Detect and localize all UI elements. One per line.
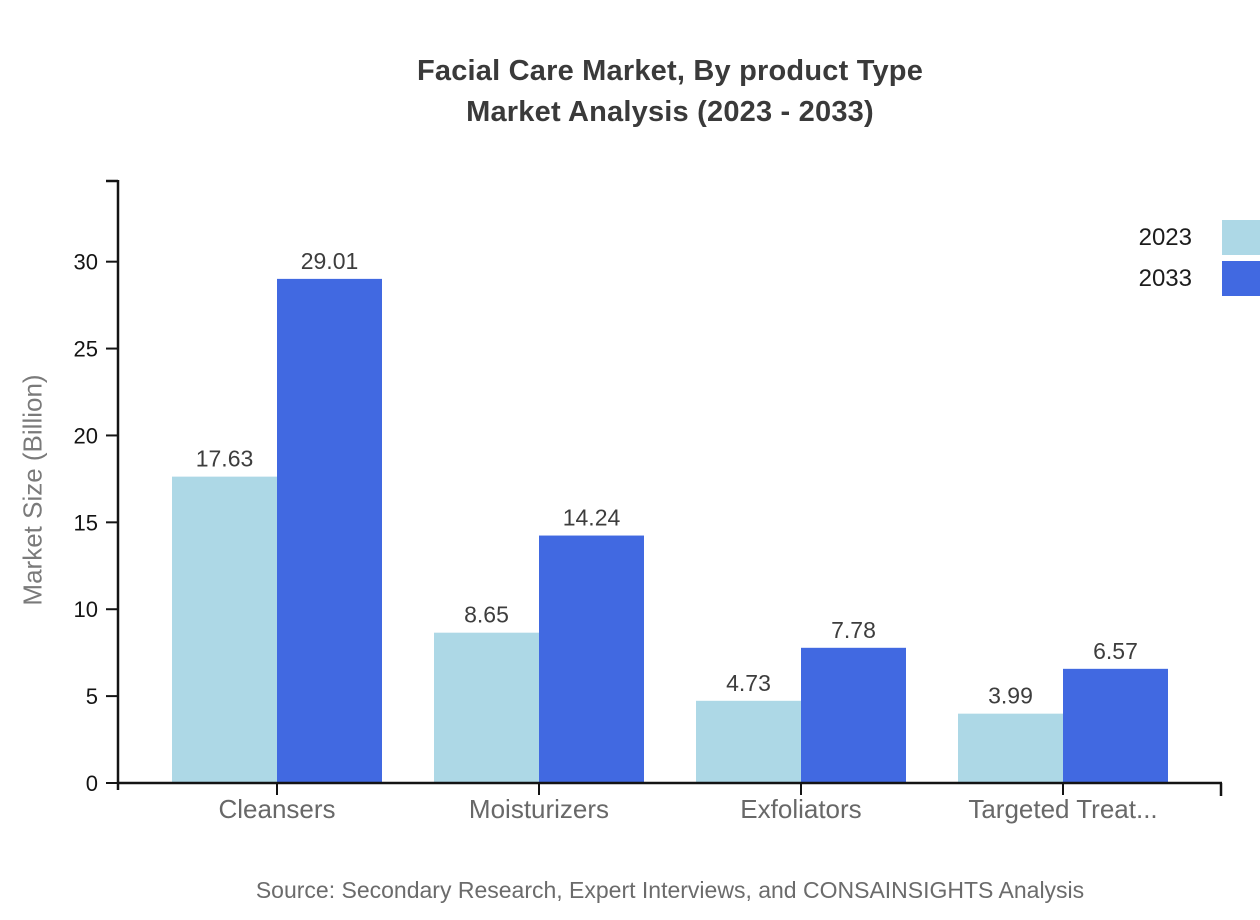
y-tick-label-20: 20 [74,423,98,448]
legend: 2023 2033 [1139,220,1260,296]
legend-swatch-2023 [1222,220,1260,255]
y-tick-label-30: 30 [74,250,98,275]
chart-title: Facial Care Market, By product Type Mark… [118,51,1222,133]
y-tick-label-5: 5 [86,684,98,709]
value-label-2033-moisturizers: 14.24 [563,505,621,531]
y-tick-label-10: 10 [74,597,98,622]
source-note: Source: Secondary Research, Expert Inter… [255,877,1085,903]
chart-title-line1: Facial Care Market, By product Type [416,55,924,87]
value-label-2033-targeted-treat: 6.57 [1093,638,1138,664]
y-tick-label-15: 15 [74,510,98,535]
value-label-2033-exfoliators: 7.78 [831,617,876,643]
x-tick-label-targeted-treat: Targeted Treat... [968,794,1157,824]
legend-swatch-2033 [1222,261,1260,296]
bar-2023-moisturizers [434,632,539,783]
value-label-2023-exfoliators: 4.73 [726,670,771,696]
x-tick-label-moisturizers: Moisturizers [469,794,609,824]
bar-2033-moisturizers [539,535,644,783]
bar-2023-exfoliators [696,700,801,783]
legend-item-2023: 2023 [1139,220,1260,255]
bar-2033-exfoliators [801,647,906,783]
legend-label-2023: 2023 [1138,223,1192,251]
chart-title-line2: Market Analysis (2023 - 2033) [466,96,874,128]
y-tick-label-0: 0 [86,771,98,796]
bar-2023-targeted-treat [958,713,1063,783]
value-label-2023-moisturizers: 8.65 [464,602,509,628]
legend-item-2033: 2033 [1139,261,1260,296]
bar-2033-cleansers [277,278,382,783]
value-label-2023-cleansers: 17.63 [196,446,254,472]
x-tick-label-exfoliators: Exfoliators [740,794,861,824]
y-tick-label-25: 25 [74,337,98,362]
value-label-2023-targeted-treat: 3.99 [988,683,1033,709]
bar-2023-cleansers [172,476,277,783]
legend-label-2033: 2033 [1138,264,1192,292]
bar-2033-targeted-treat [1063,668,1168,783]
x-tick-label-cleansers: Cleansers [218,794,335,824]
value-label-2033-cleansers: 29.01 [301,248,359,274]
